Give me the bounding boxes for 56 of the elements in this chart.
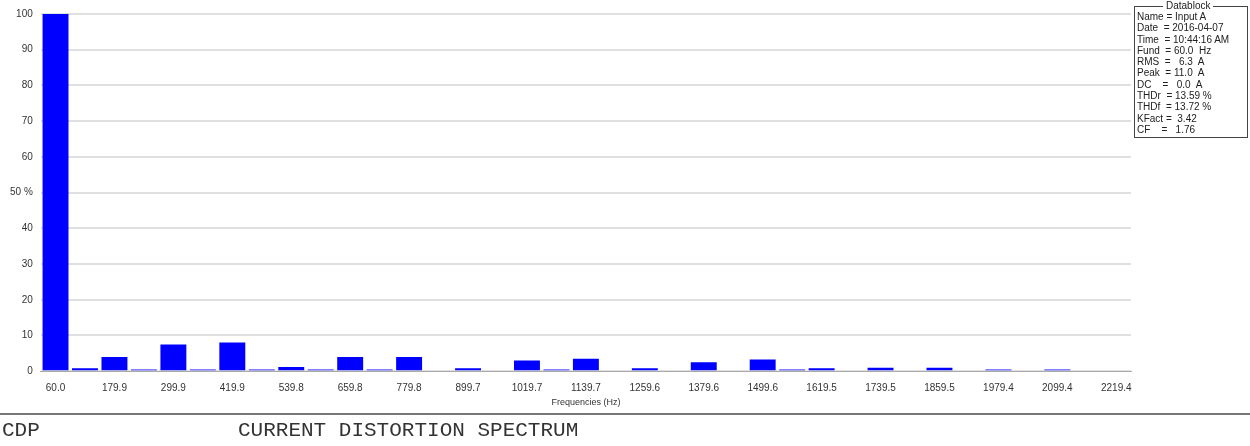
text: Peak = 11.0 A [1137, 67, 1206, 79]
y-tick-label: 0 [27, 364, 34, 376]
y-tick-label: 10 [21, 329, 34, 341]
text: THDf = 13.72 % [1137, 101, 1213, 113]
x-tick-label: 1499.6 [747, 381, 779, 393]
y-tick-label: 80 [21, 79, 34, 91]
text: Fund = 60.0 Hz [1137, 44, 1213, 57]
bar [749, 359, 776, 371]
y-tick-label: 70 [21, 114, 34, 126]
bar [396, 356, 423, 371]
text: Time = 10:44:16 AM [1137, 33, 1231, 45]
y-tick-label: 100 [16, 7, 34, 19]
text: RMS = 6.3 A [1137, 56, 1206, 68]
bar [160, 344, 187, 371]
bar [42, 14, 69, 371]
y-tick-label: 50 % [10, 186, 33, 198]
text: CURRENT DISTORTION SPECTRUM [238, 419, 579, 442]
x-tick-label: 419.9 [219, 381, 246, 393]
x-tick-label: 1019.7 [511, 381, 543, 393]
x-tick-label: 1619.5 [806, 381, 838, 393]
bar [278, 366, 305, 371]
x-tick-label: 2219.4 [1100, 381, 1132, 393]
y-tick-label: 40 [21, 222, 34, 234]
bar [337, 356, 364, 371]
x-axis-title: Frequencies (Hz) [551, 397, 621, 408]
bar [690, 362, 717, 371]
x-tick-label: 1859.5 [924, 381, 956, 393]
x-tick-label: 299.9 [160, 381, 187, 393]
text: Name = Input A [1137, 11, 1207, 23]
text: Datablock [1163, 0, 1214, 12]
x-tick-label: 179.9 [101, 381, 128, 393]
bar [572, 358, 599, 371]
text: KFact = 3.42 [1137, 112, 1198, 124]
x-tick-label: 2099.4 [1042, 381, 1074, 393]
x-tick-label: 539.8 [278, 381, 305, 393]
x-tick-label: 1379.6 [688, 381, 720, 393]
text: THDr = 13.59 % [1137, 90, 1213, 102]
bar [101, 356, 128, 371]
y-tick-label: 20 [21, 293, 34, 305]
x-tick-label: 1139.7 [570, 381, 602, 393]
x-tick-label: 60.0 [45, 381, 66, 393]
x-tick-label: 1259.6 [629, 381, 661, 393]
y-tick-label: 90 [21, 43, 34, 55]
text: Date = 2016-04-07 [1137, 22, 1225, 34]
x-tick-label: 1739.5 [865, 381, 897, 393]
x-tick-label: 779.8 [396, 381, 423, 393]
x-tick-label: 659.8 [337, 381, 364, 393]
x-tick-label: 1979.4 [983, 381, 1015, 393]
text: DC = 0.0 A [1137, 78, 1204, 91]
bar [514, 360, 540, 371]
y-tick-label: 60 [21, 150, 34, 162]
y-tick-label: 30 [21, 257, 34, 269]
text: CF = 1.76 [1137, 123, 1197, 136]
x-tick-label: 899.7 [455, 381, 481, 393]
text: CDP [2, 419, 40, 442]
bar [219, 342, 246, 371]
